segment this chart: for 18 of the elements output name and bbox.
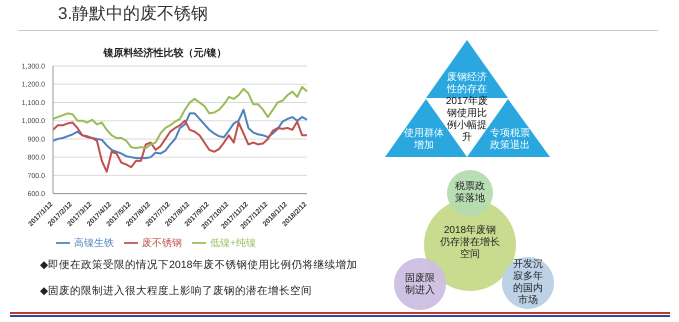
text: 开发沉寂多年的国内市场 [512, 259, 544, 307]
text: 2018年废钢仍存潜在增长空间 [439, 225, 501, 261]
text: 使用群体增加 [404, 128, 444, 152]
chart-title: 镍原料经济性比较（元/镍） [102, 46, 228, 60]
text: 废钢经济性的存在 [446, 72, 488, 96]
line-series [52, 86, 308, 150]
text: 税票政策落地 [454, 181, 486, 205]
text: 固废限制进入 [404, 273, 436, 297]
line-series [52, 120, 308, 173]
text: 3.静默中的废不锈钢 [58, 3, 208, 25]
text: ◆即便在政策受限的情况下2018年废不锈钢使用比例仍将继续增加 [40, 258, 358, 272]
text: 专项税票政策退出 [490, 128, 530, 152]
legend-label: 低镍+纯镍 [210, 238, 256, 249]
legend-label: 废不锈钢 [142, 238, 182, 249]
text: 2017年废钢使用比例小幅提升 [444, 96, 490, 144]
text: ◆固废的限制进入很大程度上影响了废钢的潜在增长空间 [40, 284, 312, 298]
legend-label: 高镍生铁 [74, 238, 114, 249]
line-series [52, 108, 308, 160]
